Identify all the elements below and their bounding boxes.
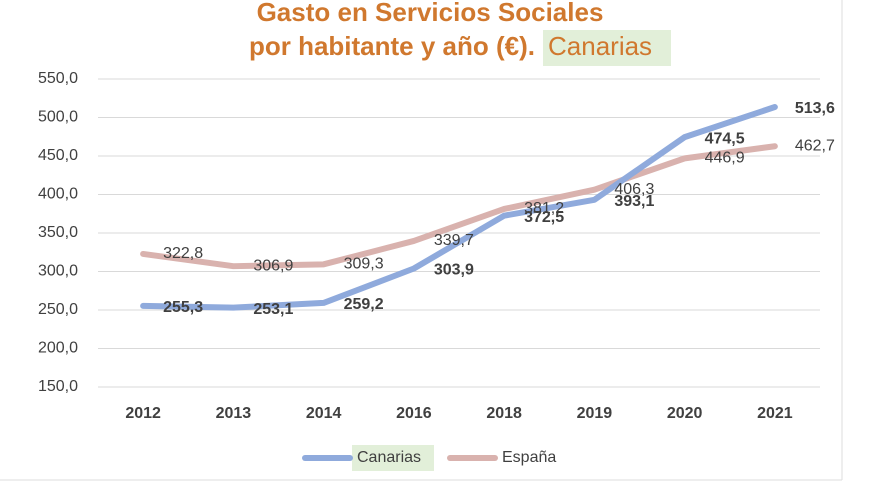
y-tick-label: 250,0 <box>38 301 78 318</box>
legend-label: Canarias <box>357 449 421 466</box>
data-label: 372,5 <box>524 209 564 226</box>
data-label: 513,6 <box>795 100 835 117</box>
chart-title: Canarias <box>548 31 652 61</box>
y-tick-label: 550,0 <box>38 70 78 87</box>
data-label: 309,3 <box>344 256 384 273</box>
data-label: 339,7 <box>434 232 474 249</box>
y-tick-label: 500,0 <box>38 109 78 126</box>
chart-title: por habitante y año (€). <box>249 31 535 61</box>
x-tick-label: 2014 <box>306 405 342 422</box>
y-tick-label: 300,0 <box>38 263 78 280</box>
data-label: 381,2 <box>524 200 564 217</box>
y-tick-label: 400,0 <box>38 186 78 203</box>
y-tick-label: 350,0 <box>38 224 78 241</box>
series-line <box>140 143 778 270</box>
x-tick-label: 2012 <box>125 405 161 422</box>
data-label: 322,8 <box>163 245 203 262</box>
x-tick-label: 2018 <box>486 405 522 422</box>
x-tick-label: 2016 <box>396 405 432 422</box>
y-tick-label: 450,0 <box>38 147 78 164</box>
series-line <box>140 104 778 311</box>
data-label: 255,3 <box>163 299 203 316</box>
data-label: 303,9 <box>434 262 474 279</box>
title-highlight <box>543 30 671 66</box>
legend-highlight <box>352 445 434 471</box>
data-label: 462,7 <box>795 137 835 154</box>
data-label: 259,2 <box>344 296 384 313</box>
x-tick-label: 2013 <box>216 405 252 422</box>
x-tick-label: 2019 <box>577 405 613 422</box>
y-tick-label: 200,0 <box>38 340 78 357</box>
y-tick-label: 150,0 <box>38 378 78 395</box>
x-tick-label: 2020 <box>667 405 703 422</box>
data-label: 393,1 <box>614 193 654 210</box>
chart-title: Gasto en Servicios Sociales <box>257 0 604 27</box>
data-label: 253,1 <box>253 301 293 318</box>
data-label: 306,9 <box>253 257 293 274</box>
x-tick-label: 2021 <box>757 405 793 422</box>
data-label: 406,3 <box>614 181 654 198</box>
legend-label: España <box>502 449 556 466</box>
data-label: 446,9 <box>705 150 745 167</box>
data-label: 474,5 <box>705 130 745 147</box>
